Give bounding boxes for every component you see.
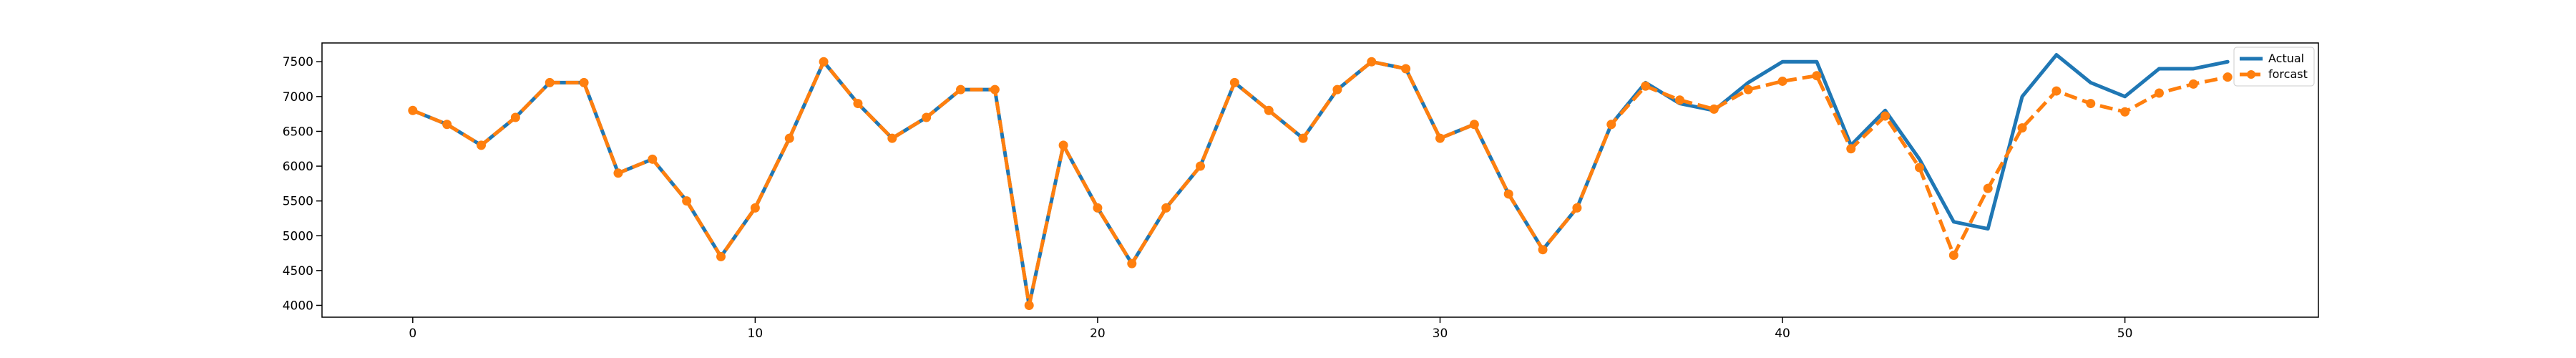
data-point-forcast bbox=[990, 84, 1000, 95]
x-tick-label: 40 bbox=[1775, 326, 1790, 341]
series-line-actual bbox=[411, 53, 2230, 307]
data-point-forcast bbox=[887, 133, 897, 143]
data-point-forcast bbox=[2188, 79, 2198, 89]
plot-area bbox=[408, 53, 2233, 310]
data-point-forcast bbox=[1469, 120, 1479, 130]
y-tick-label: 6500 bbox=[283, 125, 313, 139]
data-point-forcast bbox=[1538, 245, 1548, 255]
data-point-forcast bbox=[1880, 111, 1890, 121]
data-point-forcast bbox=[1127, 258, 1137, 268]
data-point-forcast bbox=[613, 168, 623, 178]
data-point-forcast bbox=[2223, 72, 2233, 82]
data-point-forcast bbox=[1674, 95, 1684, 105]
data-point-forcast bbox=[1332, 84, 1342, 95]
data-point-forcast bbox=[750, 203, 760, 213]
data-point-forcast bbox=[2051, 86, 2062, 96]
data-point-forcast bbox=[477, 140, 487, 150]
legend-label-forcast: forcast bbox=[2268, 67, 2308, 81]
data-point-forcast bbox=[1777, 76, 1787, 86]
data-point-forcast bbox=[922, 112, 932, 122]
data-point-forcast bbox=[510, 112, 520, 122]
data-point-forcast bbox=[1229, 77, 1239, 87]
data-point-forcast bbox=[784, 133, 794, 143]
data-point-forcast bbox=[956, 84, 966, 95]
data-point-forcast bbox=[1401, 64, 1411, 74]
data-point-forcast bbox=[648, 154, 658, 164]
data-point-forcast bbox=[853, 99, 863, 109]
axes: 0 10 20 30 40 50 4000 4500 5000 5500 6000 6500 7000 7… bbox=[283, 42, 2319, 341]
data-point-forcast bbox=[2154, 88, 2164, 98]
x-tick-label: 30 bbox=[1433, 326, 1448, 341]
data-point-forcast bbox=[1503, 189, 1513, 199]
data-point-forcast bbox=[1024, 300, 1034, 310]
data-point-forcast bbox=[1846, 144, 1856, 154]
data-point-forcast bbox=[1298, 133, 1308, 143]
legend-marker-forcast bbox=[2247, 70, 2255, 79]
data-point-forcast bbox=[1093, 203, 1103, 213]
y-tick-label: 4000 bbox=[283, 299, 313, 313]
data-point-forcast bbox=[1914, 163, 1924, 173]
data-point-forcast bbox=[1983, 183, 1993, 193]
data-point-forcast bbox=[1812, 71, 1822, 81]
data-point-forcast bbox=[1709, 104, 1719, 114]
data-point-forcast bbox=[1743, 84, 1753, 95]
data-point-forcast bbox=[2120, 107, 2130, 117]
data-point-forcast bbox=[1948, 250, 1958, 260]
y-tick-label: 7500 bbox=[283, 55, 313, 69]
y-tick-label: 5500 bbox=[283, 195, 313, 209]
data-point-forcast bbox=[1435, 133, 1445, 143]
y-tick-label: 5000 bbox=[283, 229, 313, 243]
data-point-forcast bbox=[1572, 203, 1582, 213]
x-tick-label: 20 bbox=[1090, 326, 1106, 341]
data-point-forcast bbox=[1367, 57, 1377, 67]
data-point-forcast bbox=[1606, 120, 1616, 130]
data-point-forcast bbox=[545, 77, 555, 87]
data-point-forcast bbox=[716, 251, 726, 261]
data-point-forcast bbox=[1196, 161, 1206, 171]
data-point-forcast bbox=[2017, 123, 2027, 133]
data-point-forcast bbox=[1058, 140, 1068, 150]
legend: Actual forcast bbox=[2233, 47, 2315, 87]
data-point-forcast bbox=[442, 120, 452, 130]
y-tick-label: 6000 bbox=[283, 160, 313, 174]
x-tick-label: 10 bbox=[748, 326, 763, 341]
x-tick-label: 0 bbox=[409, 326, 416, 341]
data-point-forcast bbox=[682, 196, 692, 206]
series-line-forcast bbox=[411, 59, 2228, 307]
x-tick-label: 50 bbox=[2117, 326, 2133, 341]
data-point-forcast bbox=[2086, 99, 2096, 109]
axes-frame bbox=[321, 42, 2319, 318]
data-point-forcast bbox=[408, 105, 418, 115]
y-tick-label: 7000 bbox=[283, 90, 313, 105]
y-tick-label: 4500 bbox=[283, 264, 313, 279]
legend-label-actual: Actual bbox=[2268, 52, 2304, 65]
data-point-forcast bbox=[819, 57, 829, 67]
data-point-forcast bbox=[1161, 203, 1171, 213]
data-point-forcast bbox=[1264, 105, 1274, 115]
data-point-forcast bbox=[1641, 81, 1651, 91]
data-point-forcast bbox=[579, 77, 589, 87]
